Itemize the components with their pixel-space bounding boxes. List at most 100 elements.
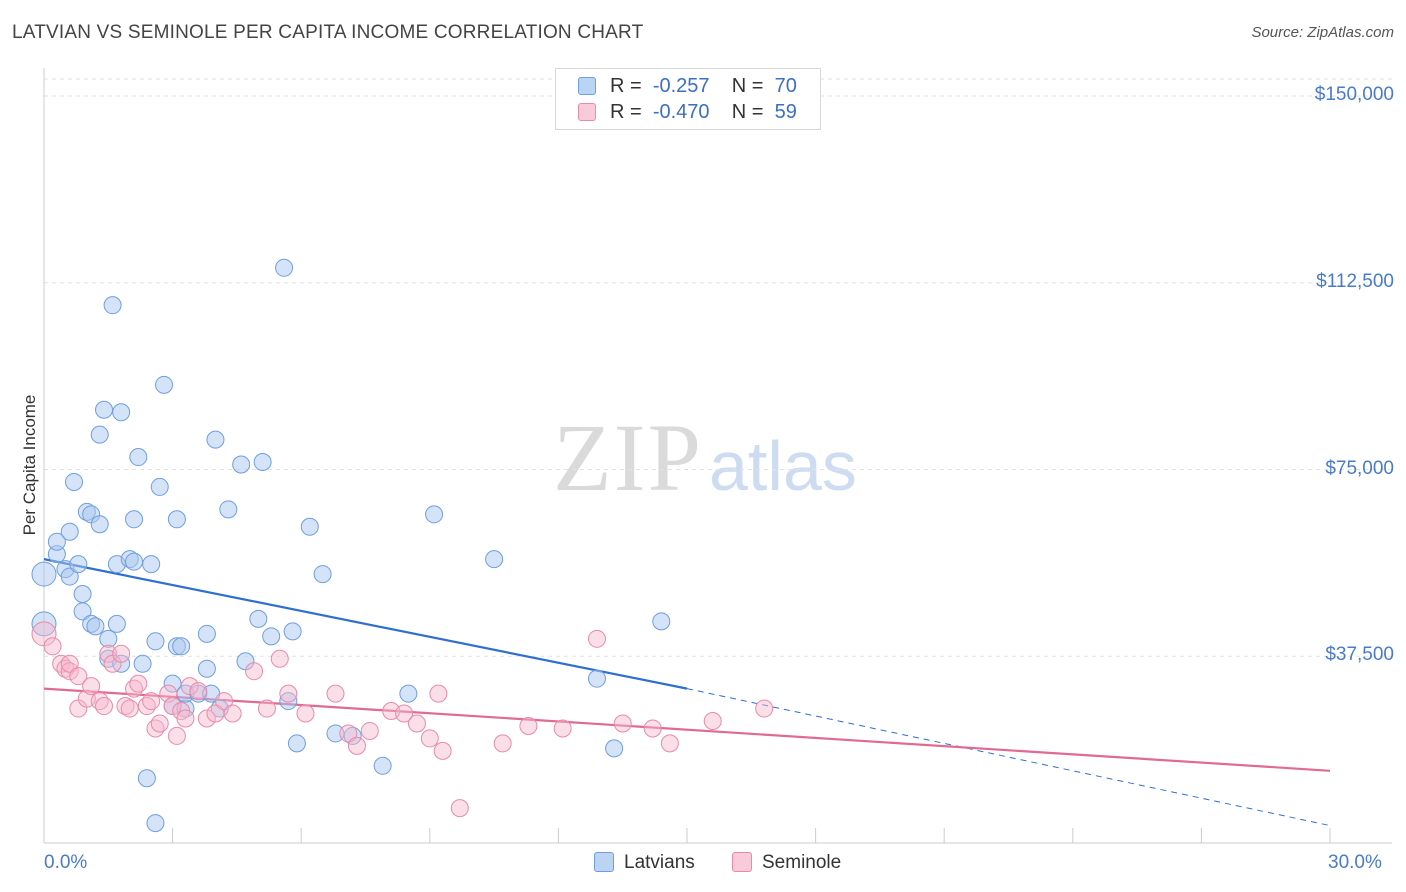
seminole-point-25 bbox=[167, 726, 186, 745]
latvians-point-18 bbox=[99, 629, 118, 648]
latvians-point-29 bbox=[133, 654, 152, 673]
latvians-point-64 bbox=[399, 684, 418, 703]
y-axis-label: Per Capita Income bbox=[20, 394, 39, 536]
seminole-r-value: -0.470 bbox=[652, 101, 710, 123]
latvians-point-20 bbox=[103, 296, 122, 315]
latvians-point-63 bbox=[373, 756, 392, 775]
seminole-point-55 bbox=[643, 719, 662, 738]
watermark-zip: ZIP bbox=[553, 404, 703, 511]
correlation-legend: R = -0.257 N = 70 R = -0.470 N = 59 bbox=[555, 68, 821, 130]
latvians-point-56 bbox=[279, 692, 298, 711]
seminole-r-label: R = bbox=[610, 101, 642, 123]
seminole-point-50 bbox=[493, 734, 512, 753]
watermark-atlas: atlas bbox=[709, 427, 857, 505]
latvians-point-57 bbox=[283, 622, 302, 641]
latvians-point-15 bbox=[90, 425, 109, 444]
latvians-n-value: 70 bbox=[774, 75, 797, 97]
latvians-point-44 bbox=[197, 659, 216, 678]
latvians-point-27 bbox=[125, 510, 144, 529]
latvians-point-32 bbox=[146, 632, 165, 651]
latvians-point-7 bbox=[65, 472, 84, 491]
latvians-point-6 bbox=[60, 567, 79, 586]
seminole-point-4 bbox=[60, 662, 79, 681]
latvians-point-68 bbox=[605, 739, 624, 758]
latvians-point-1 bbox=[31, 611, 57, 637]
latvians-point-40 bbox=[172, 637, 191, 656]
x-tick-label-min: 0.0% bbox=[44, 852, 88, 873]
seminole-point-46 bbox=[420, 729, 439, 748]
y-tick-label-0: $37,500 bbox=[1325, 644, 1394, 666]
seminole-point-53 bbox=[587, 629, 606, 648]
latvians-point-59 bbox=[300, 517, 319, 536]
seminole-point-18 bbox=[129, 674, 148, 693]
seminole-point-16 bbox=[120, 699, 139, 718]
legend-row-latvians: R = -0.257 N = 70 bbox=[578, 75, 797, 99]
latvians-r-value: -0.257 bbox=[652, 75, 710, 97]
seminole-point-30 bbox=[197, 709, 216, 728]
bottom-legend-latvians: Latvians bbox=[594, 852, 695, 874]
latvians-point-58 bbox=[287, 734, 306, 753]
seminole-point-11 bbox=[95, 697, 114, 716]
seminole-point-32 bbox=[215, 692, 234, 711]
seminole-n-label: N = bbox=[731, 101, 764, 123]
seminole-point-1 bbox=[43, 637, 62, 656]
x-tick-label-max: 30.0% bbox=[1328, 852, 1382, 873]
seminole-point-20 bbox=[142, 692, 161, 711]
axes bbox=[43, 68, 1392, 844]
latvians-point-5 bbox=[60, 522, 79, 541]
latvians-point-60 bbox=[313, 565, 332, 584]
latvians-point-30 bbox=[137, 769, 156, 788]
y-tick-label-1: $75,000 bbox=[1325, 457, 1394, 479]
seminole-point-29 bbox=[189, 682, 208, 701]
seminole-point-5 bbox=[60, 654, 79, 673]
seminole-point-9 bbox=[82, 677, 101, 696]
seminole-point-49 bbox=[450, 799, 469, 818]
latvians-point-38 bbox=[167, 510, 186, 529]
seminole-point-14 bbox=[112, 644, 131, 663]
seminole-point-36 bbox=[270, 649, 289, 668]
data-points bbox=[31, 258, 774, 833]
latvians-swatch bbox=[578, 77, 596, 95]
seminole-point-38 bbox=[296, 704, 315, 723]
y-tick-label-3: $150,000 bbox=[1314, 84, 1394, 105]
seminole-point-48 bbox=[433, 741, 452, 760]
latvians-point-0 bbox=[31, 561, 57, 587]
seminole-point-51 bbox=[519, 716, 538, 735]
latvians-point-53 bbox=[253, 453, 272, 472]
chart-title: LATVIAN VS SEMINOLE PER CAPITA INCOME CO… bbox=[12, 22, 644, 43]
seminole-point-57 bbox=[703, 711, 722, 730]
latvians-trend-line bbox=[43, 558, 688, 690]
seminole-point-35 bbox=[257, 699, 276, 718]
latvians-point-65 bbox=[425, 505, 444, 524]
seminole-legend-swatch bbox=[732, 852, 752, 872]
latvians-point-66 bbox=[485, 550, 504, 569]
seminole-point-41 bbox=[347, 736, 366, 755]
seminole-point-27 bbox=[176, 709, 195, 728]
latvians-legend-label: Latvians bbox=[624, 852, 695, 873]
legend-row-seminole: R = -0.470 N = 59 bbox=[578, 101, 797, 125]
trend-lines bbox=[43, 558, 1331, 827]
latvians-point-9 bbox=[73, 585, 92, 603]
latvians-r-label: R = bbox=[610, 75, 642, 97]
latvians-point-22 bbox=[107, 614, 126, 633]
latvians-point-54 bbox=[262, 627, 281, 646]
seminole-point-40 bbox=[339, 724, 358, 743]
bottom-legend-seminole: Seminole bbox=[732, 852, 841, 874]
y-tick-label-2: $112,500 bbox=[1316, 270, 1394, 292]
latvians-point-35 bbox=[155, 375, 174, 394]
seminole-point-58 bbox=[755, 699, 774, 718]
latvians-point-23 bbox=[112, 403, 131, 422]
seminole-trend-line bbox=[43, 687, 1331, 772]
seminole-point-22 bbox=[150, 714, 169, 733]
latvians-point-28 bbox=[129, 448, 148, 467]
seminole-point-37 bbox=[279, 684, 298, 703]
latvians-point-16 bbox=[90, 515, 109, 534]
latvians-point-45 bbox=[197, 624, 216, 643]
seminole-point-12 bbox=[99, 644, 118, 663]
latvians-point-47 bbox=[206, 430, 225, 449]
latvians-point-52 bbox=[249, 609, 268, 628]
latvians-point-3 bbox=[47, 532, 66, 551]
latvians-point-67 bbox=[587, 669, 606, 688]
latvians-point-33 bbox=[146, 814, 165, 833]
